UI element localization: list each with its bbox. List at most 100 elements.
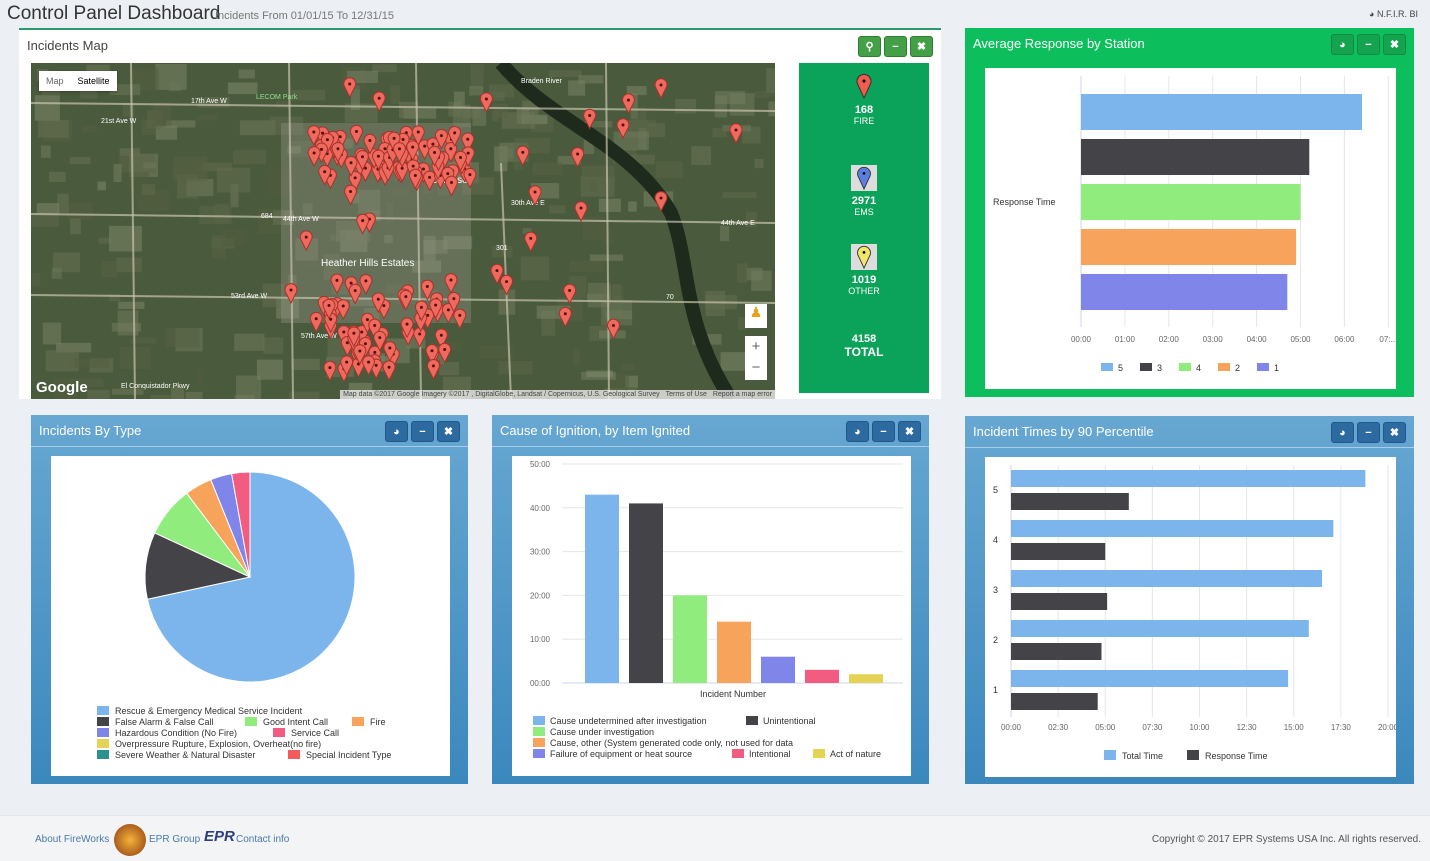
incident-pin-marker: [349, 124, 363, 146]
incident-pin-marker: [344, 155, 358, 177]
y-tick-label: 10:00: [530, 635, 551, 644]
legend-label: Total Time: [1122, 751, 1163, 761]
incident-pin-marker: [453, 308, 467, 330]
bar-response-time: [1011, 643, 1102, 660]
incident-pin-marker: [420, 279, 434, 301]
incident-pin-marker: [340, 355, 354, 377]
terrain-patch: [239, 120, 276, 136]
terrain-patch: [263, 337, 284, 354]
map-type-control: Map Satellite: [39, 71, 117, 91]
terrain-patch: [202, 162, 233, 172]
terrain-patch: [736, 263, 748, 283]
stat-other: 1019 OTHER: [799, 244, 929, 296]
terrain-patch: [578, 75, 604, 84]
incident-pin-marker: [399, 289, 413, 311]
pegman-icon[interactable]: ♟: [745, 304, 767, 328]
about-fireworks-link[interactable]: About FireWorks: [35, 834, 110, 845]
terrain-patch: [722, 192, 757, 199]
terrain-patch: [36, 203, 60, 215]
map-label: 21st Ave W: [101, 118, 137, 125]
terrain-patch: [352, 193, 360, 204]
map-marker-icon[interactable]: ⚲: [858, 36, 881, 57]
incident-pin-marker: [425, 344, 439, 365]
terrain-patch: [390, 85, 401, 105]
incident-pin-marker: [528, 185, 542, 207]
incident-pin-marker: [330, 273, 344, 295]
minimize-button[interactable]: −: [411, 421, 434, 442]
contact-info-link[interactable]: Contact info: [236, 834, 290, 845]
dashboard-icon[interactable]: ◕: [1331, 34, 1354, 55]
map-label: El Conquistador Pkwy: [121, 383, 190, 390]
close-button[interactable]: ✖: [1383, 34, 1406, 55]
zoom-out-button[interactable]: −: [751, 359, 761, 376]
epr-logo: EPR: [204, 828, 235, 845]
date-range: Incidents From 01/01/15 To 12/31/15: [215, 10, 394, 22]
incident-pin-marker: [372, 91, 386, 113]
legend-swatch: [533, 727, 545, 736]
copyright: Copyright © 2017 EPR Systems USA Inc. Al…: [1151, 834, 1421, 845]
legend-label: False Alarm & False Call: [115, 717, 214, 727]
terms-link[interactable]: Terms of Use: [665, 391, 707, 398]
terrain-patch: [258, 208, 285, 234]
page-title: Control Panel Dashboard: [7, 3, 221, 24]
incidents-map[interactable]: 17th Ave W 21st Ave W LECOM Park 44th Ave W…: [31, 63, 775, 399]
epr-group-link[interactable]: EPR Group: [149, 834, 201, 845]
minimize-button[interactable]: −: [1357, 422, 1380, 443]
map-canvas[interactable]: 17th Ave W 21st Ave W LECOM Park 44th Ave W…: [31, 63, 775, 399]
incident-pin-marker: [307, 146, 321, 168]
bar-response-time: [1011, 493, 1129, 510]
terrain-patch: [211, 235, 226, 259]
category-label: 1: [993, 685, 998, 695]
stat-ems: 2971 EMS: [799, 165, 929, 217]
close-button[interactable]: ✖: [1383, 422, 1406, 443]
map-type-satellite-button[interactable]: Satellite: [77, 76, 110, 86]
incident-pin-marker: [343, 77, 357, 99]
legend-label: Intentional: [749, 749, 791, 759]
legend-label: 5: [1118, 363, 1123, 373]
dashboard-icon[interactable]: ◕: [1331, 422, 1354, 443]
zoom-in-button[interactable]: +: [751, 338, 761, 355]
road: [605, 63, 610, 399]
bar: [585, 494, 619, 683]
terrain-patch: [111, 388, 144, 395]
x-tick-label: 12:30: [1237, 723, 1258, 732]
terrain-patch: [68, 378, 104, 387]
close-button[interactable]: ✖: [437, 421, 460, 442]
terrain-patch: [230, 183, 239, 208]
terrain-patch: [350, 85, 360, 110]
legend-label: Service Call: [291, 728, 339, 738]
report-error-link[interactable]: Report a map error: [712, 391, 772, 398]
dashboard-icon[interactable]: ◕: [385, 421, 408, 442]
minimize-button[interactable]: −: [1357, 34, 1380, 55]
terrain-patch: [513, 150, 523, 170]
category-label: 2: [993, 635, 998, 645]
map-label: 44th Ave W: [283, 216, 319, 223]
incident-pin-marker: [383, 341, 397, 363]
incident-pin-marker: [434, 128, 448, 150]
pie-slice: [231, 471, 251, 578]
incident-pin-marker: [429, 298, 443, 320]
minimize-button[interactable]: −: [884, 36, 907, 57]
legend-swatch: [533, 738, 545, 747]
y-tick-label: 30:00: [530, 548, 551, 557]
terrain-patch: [298, 259, 318, 268]
bar-total-time: [1011, 470, 1366, 487]
brand-link[interactable]: ◕ N.F.I.R. BI: [1369, 9, 1418, 19]
map-type-map-button[interactable]: Map: [46, 76, 64, 86]
map-label: LECOM Park: [256, 94, 298, 101]
close-button[interactable]: ✖: [910, 36, 933, 57]
close-button[interactable]: ✖: [898, 421, 921, 442]
terrain-patch: [754, 90, 775, 99]
bar-total-time: [1011, 520, 1334, 537]
terrain-patch: [119, 153, 155, 173]
terrain-patch: [589, 254, 624, 261]
incident-pin-marker: [448, 126, 462, 147]
incident-pin-marker: [359, 274, 373, 295]
dashboard-icon[interactable]: ◕: [846, 421, 869, 442]
terrain-patch: [141, 184, 156, 195]
terrain-patch: [745, 211, 757, 228]
bar-total-time: [1011, 670, 1289, 687]
minimize-button[interactable]: −: [872, 421, 895, 442]
x-tick-label: 15:00: [1284, 723, 1305, 732]
stat-fire: 168 FIRE: [799, 73, 929, 126]
